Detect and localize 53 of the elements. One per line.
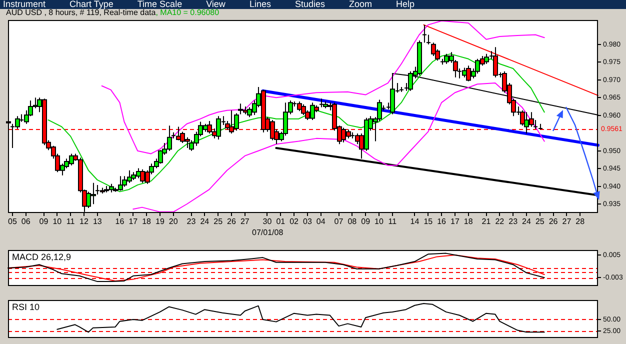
x-tick-label: 25 — [214, 217, 224, 226]
x-tick-label: 30 — [262, 217, 272, 226]
x-tick-label: 24 — [522, 217, 532, 226]
x-tick-label: 07 — [334, 217, 344, 226]
x-tick-label: 26 — [548, 217, 558, 226]
x-tick-label: 18 — [142, 217, 152, 226]
text: Chart Type — [70, 0, 114, 9]
chart-subtitle: , MA10 = 0.96080 — [156, 8, 220, 17]
x-tick-label: 10 — [374, 217, 384, 226]
x-tick-label: 16 — [437, 217, 447, 226]
x-tick-label: 16 — [115, 217, 125, 226]
text: Time Scale — [137, 0, 182, 9]
x-tick-label: 21 — [482, 217, 492, 226]
x-tick-label: 08 — [348, 217, 358, 226]
x-tick-label: 11 — [66, 217, 76, 226]
x-tick-label: 19 — [156, 217, 165, 226]
chart-title: AUD USD , 8 hours, # 119, Real-time data — [6, 8, 156, 17]
x-tick-label: 12 — [80, 217, 89, 226]
x-tick-label: 23 — [186, 217, 196, 226]
text: Instrument — [3, 0, 46, 9]
x-tick-label: 14 — [410, 217, 420, 226]
x-tick-label: 13 — [92, 217, 102, 226]
text: Help — [396, 0, 415, 9]
x-tick-label: 17 — [128, 217, 138, 226]
x-tick-label: 02 — [290, 217, 300, 226]
text: Studies — [294, 0, 325, 9]
x-tick-label: 09 — [39, 217, 49, 226]
x-tick-label: 18 — [464, 217, 474, 226]
x-tick-label: 15 — [424, 217, 434, 226]
x-tick-label: 10 — [52, 217, 62, 226]
text: View — [206, 0, 226, 9]
x-tick-label: 11 — [388, 217, 398, 226]
chart-title: MACD 26,12,9 — [12, 252, 72, 262]
x-tick-label: 17 — [450, 217, 460, 226]
x-tick-label: 27 — [562, 217, 572, 226]
x-tick-label: 25 — [535, 217, 545, 226]
x-tick-label: 27 — [240, 217, 250, 226]
x-tick-label: 03 — [303, 217, 312, 226]
x-tick-label: 23 — [508, 217, 518, 226]
chart-title: RSI 10 — [12, 302, 40, 312]
x-tick-label: 04 — [316, 217, 326, 226]
x-tick-label: 22 — [495, 217, 505, 226]
x-axis-title: 07/01/08 — [252, 228, 284, 238]
x-tick-label: 28 — [576, 217, 586, 226]
x-tick-label: 20 — [168, 217, 178, 226]
x-tick-label: 06 — [21, 217, 31, 226]
text: Lines — [249, 0, 271, 9]
x-tick-label: 05 — [8, 217, 18, 226]
x-tick-label: 24 — [200, 217, 210, 226]
x-tick-label: 09 — [361, 217, 371, 226]
x-tick-label: 01 — [276, 217, 286, 226]
text: Zoom — [348, 0, 372, 9]
x-tick-label: 26 — [227, 217, 236, 226]
